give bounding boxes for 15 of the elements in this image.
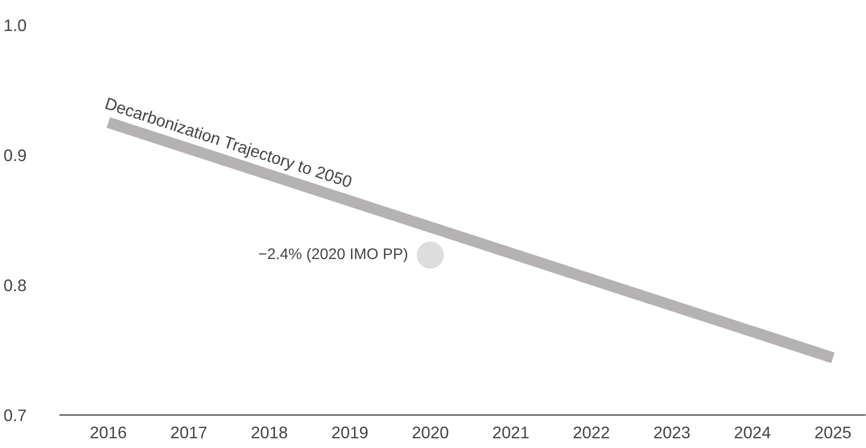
y-tick-label: 0.9 (4, 149, 26, 162)
x-tick-label: 2019 (332, 426, 368, 438)
x-tick-label: 2023 (654, 426, 690, 438)
x-tick-label: 2024 (734, 426, 770, 438)
y-tick-label: 0.8 (4, 279, 26, 292)
x-tick-label: 2020 (412, 426, 448, 438)
annotation: −2.4% (2020 IMO PP) (259, 248, 408, 262)
x-tick-label: 2025 (815, 426, 851, 438)
y-tick-label: 0.7 (4, 409, 26, 422)
x-tick-label: 2017 (171, 426, 207, 438)
y-tick-label: 1.0 (4, 19, 26, 32)
x-tick-label: 2022 (574, 426, 610, 438)
x-tick-label: 2021 (493, 426, 529, 438)
x-tick-label: 2018 (252, 426, 288, 438)
x-tick-label: 2016 (90, 426, 126, 438)
